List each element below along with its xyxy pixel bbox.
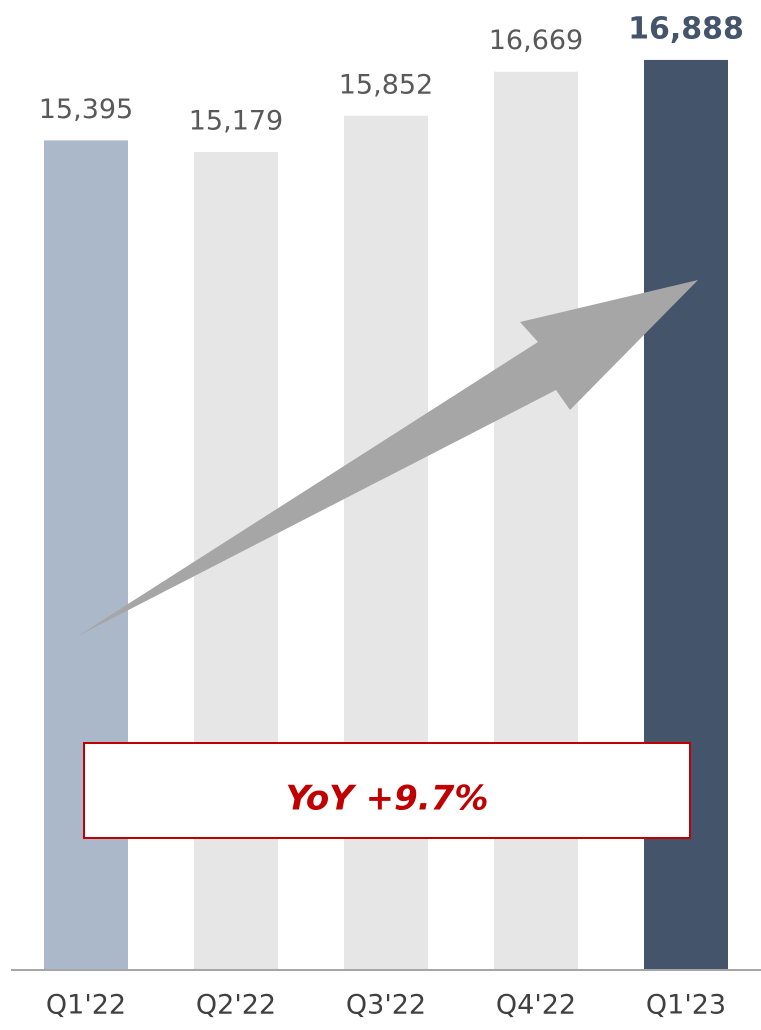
value-label: 15,395 xyxy=(39,94,133,125)
value-label: 15,179 xyxy=(189,106,283,137)
value-label: 16,669 xyxy=(489,25,583,56)
trend-arrow xyxy=(78,280,698,636)
annotation: YoY +9.7% xyxy=(286,779,489,819)
value-label: 15,852 xyxy=(339,69,433,100)
x-tick-label: Q1'23 xyxy=(646,990,726,1021)
annotation-box xyxy=(83,742,691,839)
x-tick-label: Q4'22 xyxy=(496,990,576,1021)
x-tick-label: Q3'22 xyxy=(346,990,426,1021)
value-label: 16,888 xyxy=(628,11,744,46)
bar xyxy=(44,140,128,970)
x-tick-label: Q2'22 xyxy=(196,990,276,1021)
x-tick-label: Q1'22 xyxy=(46,990,126,1021)
bar xyxy=(344,115,428,970)
